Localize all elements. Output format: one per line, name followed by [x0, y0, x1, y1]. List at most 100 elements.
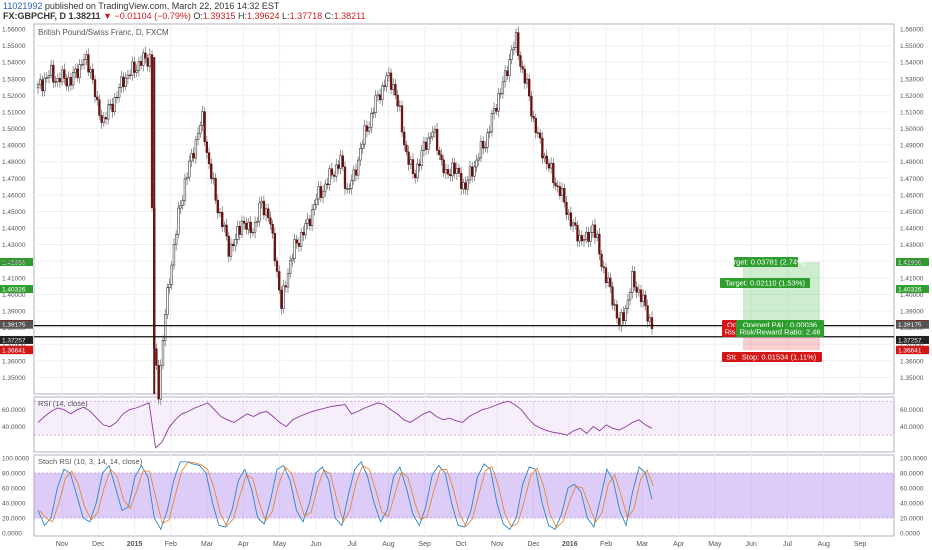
target-label-text: Target: 0.03781 (2.74%) [726, 257, 807, 266]
candle-body [117, 87, 121, 98]
x-tick-label: Jul [348, 541, 357, 548]
candle-body [324, 183, 327, 192]
candle-body [54, 81, 57, 83]
candle-body [361, 143, 364, 149]
candle-body [637, 289, 640, 293]
candle-body [506, 70, 509, 76]
y-tick-label-left: 1.46000 [2, 192, 26, 199]
candle-body [328, 168, 331, 185]
candle-body [517, 32, 520, 56]
x-tick-label: Dec [527, 541, 540, 548]
candle-body [247, 221, 250, 230]
stoch-tick-right: 80.0000 [900, 471, 924, 478]
price-label-bg [0, 335, 33, 344]
x-tick-label: Jul [783, 541, 792, 548]
candle-body [43, 78, 46, 92]
candle-body [519, 55, 522, 67]
candle-body [438, 150, 441, 156]
y-tick-label-right: 1.44000 [900, 226, 924, 233]
candle-body [624, 308, 627, 321]
close-value: 1.38211 [333, 11, 366, 21]
x-tick-label: Oct [456, 541, 467, 548]
candle-body [212, 177, 215, 180]
candle-body [602, 266, 605, 269]
candle-body [620, 312, 623, 327]
candle-body [82, 59, 86, 65]
price-label-right: 1.38175 [896, 320, 929, 329]
candle-body [256, 221, 259, 223]
y-tick-label-left: 1.37000 [2, 342, 26, 349]
candle-body [444, 169, 448, 174]
candle-body [354, 169, 358, 176]
candle-body [646, 305, 649, 322]
y-tick-label-right: 1.43000 [900, 242, 924, 249]
y-tick-label-right: 1.35000 [900, 375, 924, 382]
candle-body [582, 238, 586, 242]
price-label-text: 1.41956 [2, 259, 26, 266]
candle-body [161, 339, 165, 366]
y-tick-label-right: 1.56000 [900, 26, 924, 33]
candle-body [606, 277, 610, 283]
candle-body [87, 54, 90, 73]
price-label-left: 1.37257 [0, 335, 33, 344]
candle-body [510, 49, 513, 60]
candle-body [563, 188, 566, 203]
candle-body [289, 260, 292, 274]
candle-body [383, 85, 386, 87]
candle-body [642, 294, 645, 303]
candle-body [251, 231, 255, 234]
candle-body [479, 140, 483, 159]
candle-body [585, 231, 588, 240]
candle-body [236, 226, 239, 240]
x-tick-label: Sep [854, 541, 867, 548]
close-label: C: [324, 11, 334, 21]
y-tick-label-left: 1.47000 [2, 176, 26, 183]
candle-body [128, 74, 132, 76]
candle-body [286, 273, 290, 288]
candle-body [414, 173, 417, 179]
candle-body [293, 239, 296, 259]
candle-body [532, 116, 535, 119]
candle-body [633, 271, 636, 288]
candle-body [569, 212, 573, 227]
candle-body [96, 96, 99, 100]
target2-label-bg [720, 278, 810, 288]
stoch-tick-right: 40.0000 [900, 501, 924, 508]
candle-body [221, 211, 224, 227]
candle-body [45, 77, 48, 79]
risk-reward-label-bg [736, 327, 824, 337]
y-tick-label-right: 1.48000 [900, 159, 924, 166]
candle-body [253, 222, 257, 233]
candle-body [508, 59, 511, 76]
y-tick-label-left: 1.55000 [2, 43, 26, 50]
candle-body [50, 64, 53, 76]
candle-body [565, 201, 568, 215]
candle-body [185, 176, 189, 180]
y-tick-label-left: 1.43000 [2, 242, 26, 249]
candle-body [295, 239, 298, 244]
candle-body [639, 289, 643, 303]
candle-body [578, 235, 581, 242]
candle-body [172, 244, 176, 266]
candle-body [63, 69, 66, 79]
candle-body [122, 76, 125, 87]
x-tick-label: 2016 [562, 541, 578, 548]
x-tick-label: May [708, 541, 722, 548]
y-tick-label-right: 1.51000 [900, 109, 924, 116]
y-tick-label-right: 1.55000 [900, 43, 924, 50]
price-label-right: 1.37257 [896, 335, 929, 344]
candle-body [74, 68, 77, 73]
y-tick-label-right: 1.53000 [900, 76, 924, 83]
y-tick-label-right: 1.42000 [900, 259, 924, 266]
candle-body [214, 177, 217, 201]
candle-body [523, 68, 526, 84]
candle-body [549, 162, 553, 169]
candle-body [258, 202, 261, 222]
candle-body [541, 137, 544, 159]
stoch-tick-right: 0.0000 [900, 531, 920, 538]
y-tick-label-right: 1.46000 [900, 192, 924, 199]
candle-body [486, 132, 489, 148]
open-tag-left-text: Op [727, 321, 737, 330]
author-link[interactable]: 11021992 [3, 1, 43, 11]
